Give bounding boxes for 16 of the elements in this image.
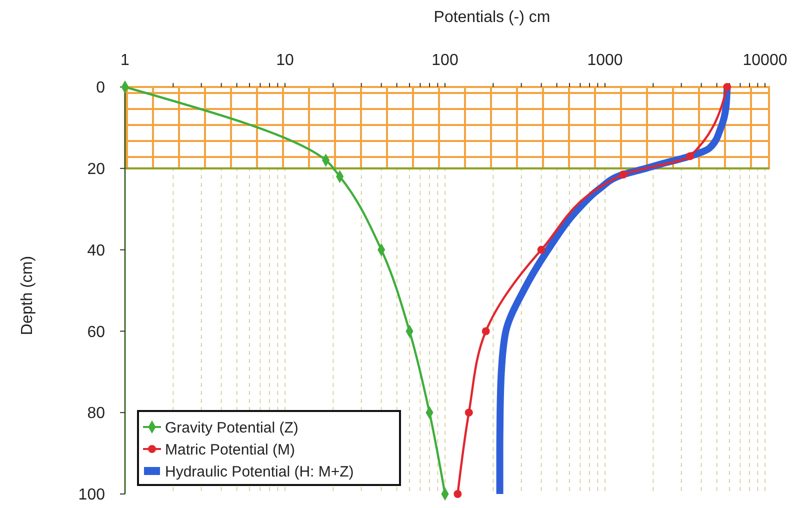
y-tick-label: 80 bbox=[87, 405, 106, 422]
legend-label: Gravity Potential (Z) bbox=[165, 419, 298, 436]
x-tick-label: 1 bbox=[120, 52, 130, 69]
y-tick-label: 40 bbox=[87, 242, 106, 260]
y-tick-label: 0 bbox=[96, 80, 106, 97]
legend-label: Hydraulic Potential (H: M+Z) bbox=[165, 463, 354, 480]
y-tick-label: 60 bbox=[87, 324, 106, 341]
y-tick-label: 20 bbox=[87, 161, 106, 178]
y-tick-label: 100 bbox=[78, 486, 106, 504]
x-tick-label: 10 bbox=[276, 52, 294, 69]
x-tick-label: 1000 bbox=[587, 52, 623, 69]
x-axis-title: Potentials (-) cm bbox=[434, 9, 550, 26]
x-tick-label: 100 bbox=[432, 52, 458, 69]
y-axis-title: Depth (cm) bbox=[19, 256, 36, 336]
x-tick-label: 10000 bbox=[742, 52, 788, 69]
legend-label: Matric Potential (M) bbox=[165, 441, 296, 458]
